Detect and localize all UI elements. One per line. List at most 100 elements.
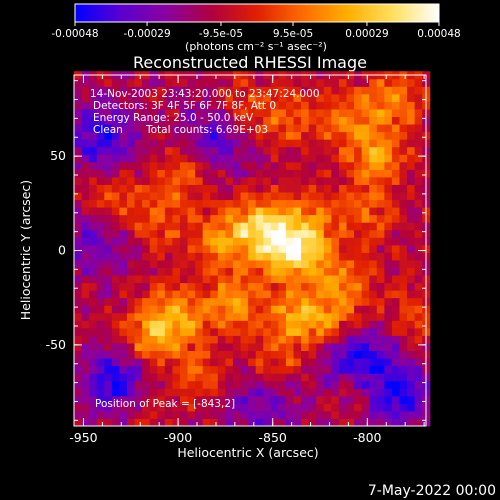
heatmap-cell <box>369 365 378 374</box>
heatmap-cell <box>232 131 242 140</box>
heatmap-cell <box>263 335 272 344</box>
heatmap-cell <box>195 169 204 178</box>
heatmap-cell <box>384 388 393 397</box>
heatmap-cell <box>210 229 219 238</box>
heatmap-cell <box>255 305 264 314</box>
heatmap-cell <box>399 161 408 170</box>
heatmap-cell <box>111 93 120 102</box>
heatmap-cell <box>361 320 370 329</box>
heatmap-cell <box>376 305 385 314</box>
heatmap-cell <box>255 131 264 140</box>
heatmap-cell <box>217 305 226 314</box>
heatmap-cell <box>202 93 211 102</box>
heatmap-cell <box>179 154 189 163</box>
heatmap-cell <box>338 207 348 216</box>
heatmap-cell <box>263 86 272 95</box>
heatmap-cell <box>354 116 363 125</box>
heatmap-cell <box>74 358 83 367</box>
heatmap-cell <box>164 207 173 216</box>
heatmap-cell <box>187 108 196 118</box>
heatmap-cell <box>164 214 173 223</box>
heatmap-cell <box>157 335 166 344</box>
heatmap-cell <box>142 78 151 87</box>
heatmap-cell <box>285 267 295 276</box>
heatmap-cell <box>134 297 143 306</box>
heatmap-cell <box>96 78 105 87</box>
heatmap-cell <box>263 222 272 231</box>
heatmap-cell <box>354 259 363 268</box>
heatmap-cell <box>361 350 370 359</box>
heatmap-cell <box>179 358 189 367</box>
heatmap-cell <box>399 275 408 284</box>
heatmap-cell <box>149 350 158 359</box>
heatmap-cell <box>331 154 340 163</box>
heatmap-cell <box>119 403 128 412</box>
heatmap-cell <box>278 342 287 352</box>
heatmap-cell <box>96 131 105 140</box>
heatmap-cell <box>157 207 166 216</box>
heatmap-cell <box>301 214 310 223</box>
heatmap-cell <box>111 275 120 284</box>
heatmap-cell <box>81 282 90 291</box>
heatmap-cell <box>202 222 211 231</box>
heatmap-cell <box>361 418 370 427</box>
heatmap-cell <box>316 312 325 321</box>
heatmap-cell <box>172 320 181 329</box>
heatmap-cell <box>142 388 151 397</box>
heatmap-cell <box>301 290 310 299</box>
heatmap-cell <box>187 116 196 125</box>
heatmap-cell <box>157 327 166 336</box>
heatmap-cell <box>399 342 408 352</box>
heatmap-cell <box>187 252 196 261</box>
heatmap-cell <box>111 101 120 110</box>
heatmap-cell <box>285 395 295 404</box>
heatmap-cell <box>354 176 363 185</box>
heatmap-cell <box>104 350 113 359</box>
heatmap-cell <box>111 252 120 261</box>
heatmap-cell <box>369 327 378 336</box>
heatmap-cell <box>119 154 128 163</box>
heatmap-cell <box>414 124 423 133</box>
heatmap-cell <box>278 320 287 329</box>
heatmap-cell <box>376 259 385 268</box>
heatmap-cell <box>134 78 143 87</box>
heatmap-cell <box>407 290 416 299</box>
heatmap-cell <box>142 327 151 336</box>
heatmap-cell <box>232 101 242 110</box>
heatmap-cell <box>157 237 166 246</box>
heatmap-cell <box>308 350 317 359</box>
heatmap-cell <box>142 335 151 344</box>
heatmap-cell <box>89 192 98 201</box>
heatmap-cell <box>369 161 378 170</box>
heatmap-cell <box>81 131 90 140</box>
heatmap-cell <box>278 101 287 110</box>
heatmap-cell <box>391 410 401 419</box>
heatmap-cell <box>338 184 348 193</box>
heatmap-cell <box>74 222 83 231</box>
heatmap-cell <box>414 207 423 216</box>
heatmap-cell <box>126 116 136 125</box>
heatmap-cell <box>157 410 166 419</box>
heatmap-cell <box>361 154 370 163</box>
heatmap-cell <box>172 282 181 291</box>
heatmap-cell <box>126 78 136 87</box>
heatmap-cell <box>164 320 173 329</box>
heatmap-cell <box>354 335 363 344</box>
heatmap-cell <box>323 116 332 125</box>
heatmap-cell <box>369 388 378 397</box>
heatmap-cell <box>134 335 143 344</box>
heatmap-cell <box>111 327 120 336</box>
heatmap-cell <box>270 192 279 201</box>
heatmap-cell <box>270 327 279 336</box>
heatmap-cell <box>195 161 204 170</box>
heatmap-cell <box>187 358 196 367</box>
heatmap-cell <box>263 154 272 163</box>
heatmap-cell <box>346 305 355 314</box>
heatmap-cell <box>301 418 310 427</box>
heatmap-cell <box>119 169 128 178</box>
heatmap-cell <box>323 388 332 397</box>
heatmap-cell <box>187 78 196 87</box>
heatmap-cell <box>157 124 166 133</box>
heatmap-cell <box>119 192 128 201</box>
heatmap-cell <box>293 214 302 223</box>
